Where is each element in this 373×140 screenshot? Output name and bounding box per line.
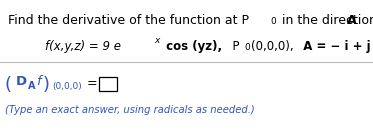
Text: =: = [87, 77, 98, 90]
Text: (: ( [5, 76, 12, 94]
Text: 0: 0 [244, 43, 250, 52]
Text: P: P [225, 40, 239, 53]
Text: f(x,y,z) = 9 e: f(x,y,z) = 9 e [45, 40, 121, 53]
Text: A: A [347, 14, 357, 27]
Text: A = − i + j + k: A = − i + j + k [295, 40, 373, 53]
Text: x: x [154, 36, 159, 45]
Text: f: f [36, 75, 41, 88]
Text: (Type an exact answer, using radicals as needed.): (Type an exact answer, using radicals as… [5, 105, 255, 115]
Text: D: D [16, 75, 27, 88]
Text: 0: 0 [270, 17, 276, 26]
Text: cos (yz),: cos (yz), [162, 40, 222, 53]
Text: (0,0,0),: (0,0,0), [251, 40, 294, 53]
Text: Find the derivative of the function at P: Find the derivative of the function at P [8, 14, 249, 27]
Text: ): ) [43, 76, 50, 94]
Text: .: . [355, 14, 359, 27]
FancyBboxPatch shape [99, 77, 117, 91]
Text: in the direction of: in the direction of [278, 14, 373, 27]
Text: A: A [28, 81, 35, 91]
Text: (0,0,0): (0,0,0) [52, 82, 82, 91]
